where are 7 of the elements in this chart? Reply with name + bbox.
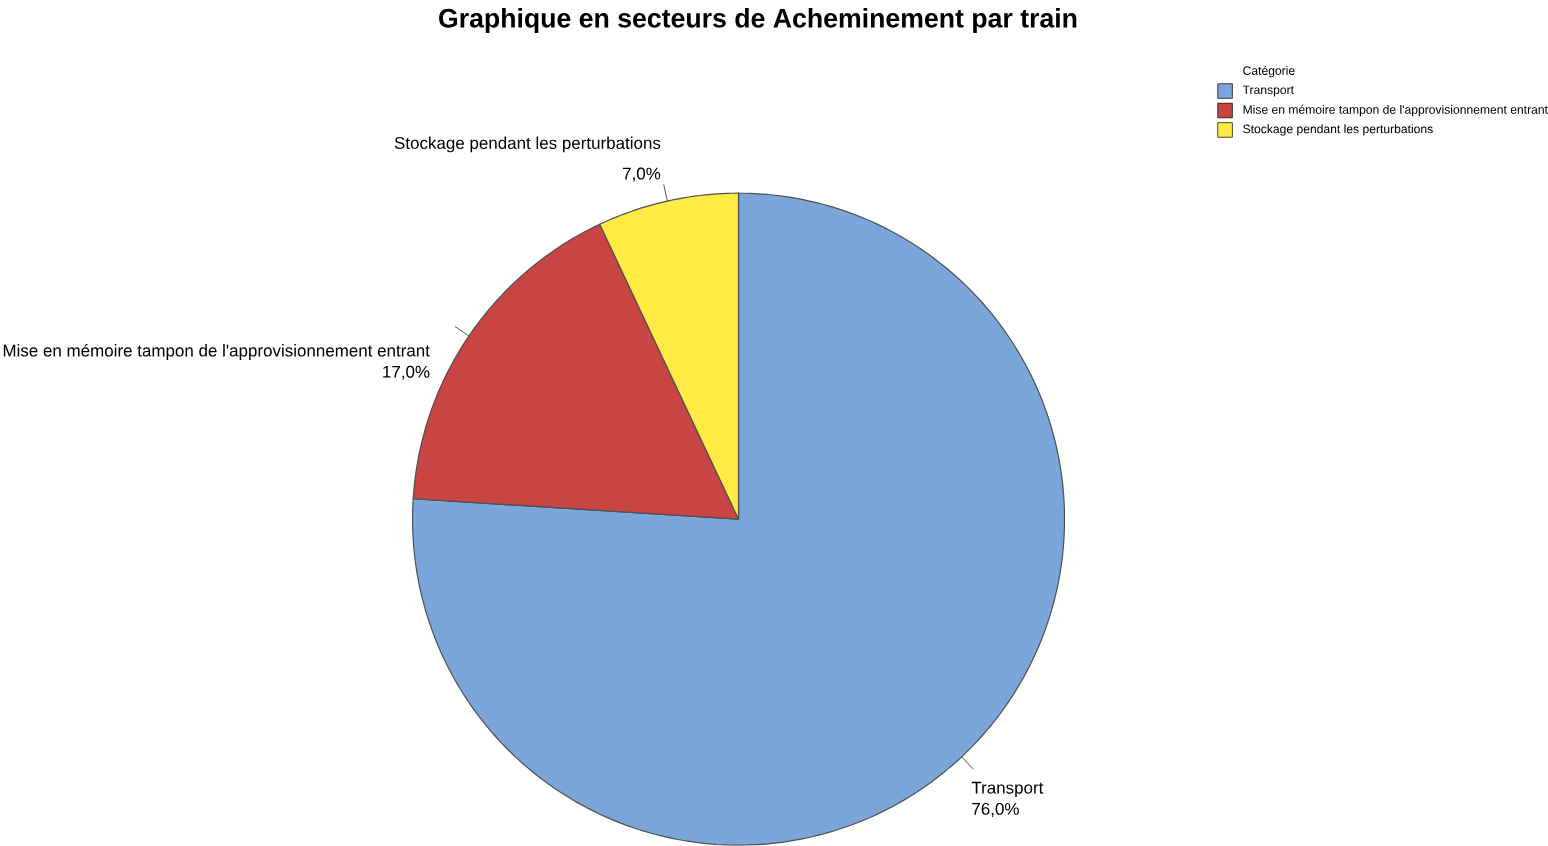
data-label: 7,0% [623, 167, 661, 182]
slice-label: Transport [971, 781, 1044, 798]
data-label: 76,0% [972, 802, 1019, 817]
chart-title: Graphique en secteurs de Acheminement par train [439, 8, 1077, 33]
slice-label: Stockage pendant les perturbations [394, 136, 661, 153]
slice-label: Mise en mémoire tampon de l'approvisionnement entrant [3, 344, 430, 361]
data-label: 17,0% [383, 365, 430, 380]
